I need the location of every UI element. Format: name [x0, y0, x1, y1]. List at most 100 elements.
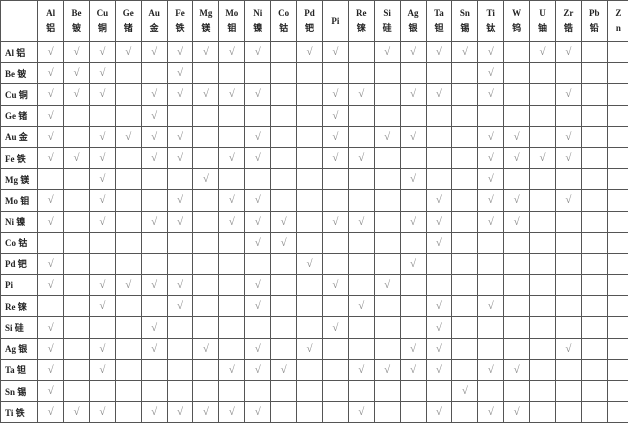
empty-cell: [451, 295, 479, 318]
empty-cell: [399, 62, 427, 85]
check-mark-cell: √: [399, 252, 427, 276]
column-header-zr: Zr 锆: [554, 0, 582, 42]
row-header: Mg 镁: [0, 168, 39, 191]
empty-cell: [503, 337, 531, 360]
empty-cell: [166, 358, 194, 382]
column-symbol: W: [512, 8, 522, 18]
table-row: Ta 钽 √ √ √ √ √ √ √ √ √ √ √: [0, 358, 628, 382]
empty-cell: [347, 104, 375, 127]
empty-cell: [399, 274, 427, 297]
check-mark-cell: √: [140, 337, 168, 360]
table-row: Mg 镁 √ √ √ √: [0, 168, 628, 191]
empty-cell: [580, 316, 608, 339]
column-header-al: Al 铝: [37, 0, 65, 42]
empty-cell: [296, 295, 323, 318]
column-header-ag: Ag 银: [399, 0, 427, 42]
check-mark-cell: √: [37, 104, 65, 127]
empty-cell: [580, 252, 608, 276]
empty-cell: [373, 62, 401, 85]
empty-cell: [529, 316, 556, 339]
empty-cell: [399, 189, 427, 212]
empty-cell: [529, 83, 556, 106]
empty-cell: [529, 125, 556, 148]
empty-cell: [140, 231, 168, 254]
check-mark-cell: √: [63, 146, 90, 170]
empty-cell: [166, 252, 194, 276]
empty-cell: [321, 168, 349, 191]
empty-cell: [580, 40, 608, 64]
column-name: 铁: [175, 23, 185, 33]
empty-cell: [270, 295, 298, 318]
column-symbol: Pd: [304, 8, 315, 18]
table-row: Pd 钯 √ √ √: [0, 252, 628, 276]
empty-cell: [114, 231, 142, 254]
empty-cell: [580, 125, 608, 148]
empty-cell: [606, 168, 628, 191]
check-mark-cell: √: [399, 83, 427, 106]
empty-cell: [114, 168, 142, 191]
empty-cell: [606, 104, 628, 127]
check-mark-cell: √: [554, 125, 582, 148]
empty-cell: [373, 189, 401, 212]
check-mark-cell: √: [166, 189, 194, 212]
empty-cell: [63, 274, 90, 297]
empty-cell: [270, 146, 298, 170]
check-mark-cell: √: [503, 358, 531, 382]
empty-cell: [218, 62, 246, 85]
column-symbol: Ta: [434, 8, 444, 18]
check-mark-cell: √: [244, 83, 272, 106]
check-mark-cell: √: [63, 83, 90, 106]
empty-cell: [321, 189, 349, 212]
empty-cell: [296, 168, 323, 191]
empty-cell: [399, 295, 427, 318]
empty-cell: [63, 231, 90, 254]
empty-cell: [451, 189, 479, 212]
empty-cell: [477, 379, 505, 403]
empty-cell: [88, 231, 116, 254]
empty-cell: [451, 231, 479, 254]
check-mark-cell: √: [88, 62, 116, 85]
empty-cell: [270, 168, 298, 191]
check-mark-cell: √: [244, 231, 272, 254]
empty-cell: [451, 252, 479, 276]
check-mark-cell: √: [140, 316, 168, 339]
empty-cell: [503, 379, 531, 403]
check-mark-cell: √: [37, 40, 65, 64]
check-mark-cell: √: [347, 210, 375, 233]
table-row: Ni 镍 √ √ √ √ √ √ √ √ √ √ √ √ √: [0, 210, 628, 233]
column-name: 铼: [356, 23, 366, 33]
table-row: Sn 锡 √ √: [0, 379, 628, 403]
check-mark-cell: √: [166, 62, 194, 85]
empty-cell: [114, 379, 142, 403]
empty-cell: [373, 210, 401, 233]
empty-cell: [529, 168, 556, 191]
empty-cell: [140, 252, 168, 276]
column-name: 金: [149, 23, 159, 33]
check-mark-cell: √: [270, 358, 298, 382]
check-mark-cell: √: [477, 358, 505, 382]
empty-cell: [296, 358, 323, 382]
check-mark-cell: √: [244, 358, 272, 382]
column-name: 镍: [253, 23, 263, 33]
empty-cell: [192, 274, 220, 297]
empty-cell: [114, 337, 142, 360]
empty-cell: [580, 231, 608, 254]
column-symbol: Re: [356, 8, 367, 18]
empty-cell: [347, 168, 375, 191]
check-mark-cell: √: [451, 40, 479, 64]
check-mark-cell: √: [166, 401, 194, 424]
empty-cell: [554, 168, 582, 191]
column-symbol: Be: [71, 8, 82, 18]
table-row: Cu 铜 √ √ √ √ √ √ √ √ √ √ √ √ √ √: [0, 83, 628, 106]
empty-cell: [192, 316, 220, 339]
table-row: Pi √ √ √ √ √ √ √ √: [0, 274, 628, 297]
check-mark-cell: √: [244, 401, 272, 424]
check-mark-cell: √: [399, 168, 427, 191]
empty-cell: [580, 83, 608, 106]
empty-cell: [37, 295, 65, 318]
empty-cell: [166, 231, 194, 254]
empty-cell: [244, 252, 272, 276]
row-header: Pd 钯: [0, 252, 39, 276]
empty-cell: [606, 83, 628, 106]
